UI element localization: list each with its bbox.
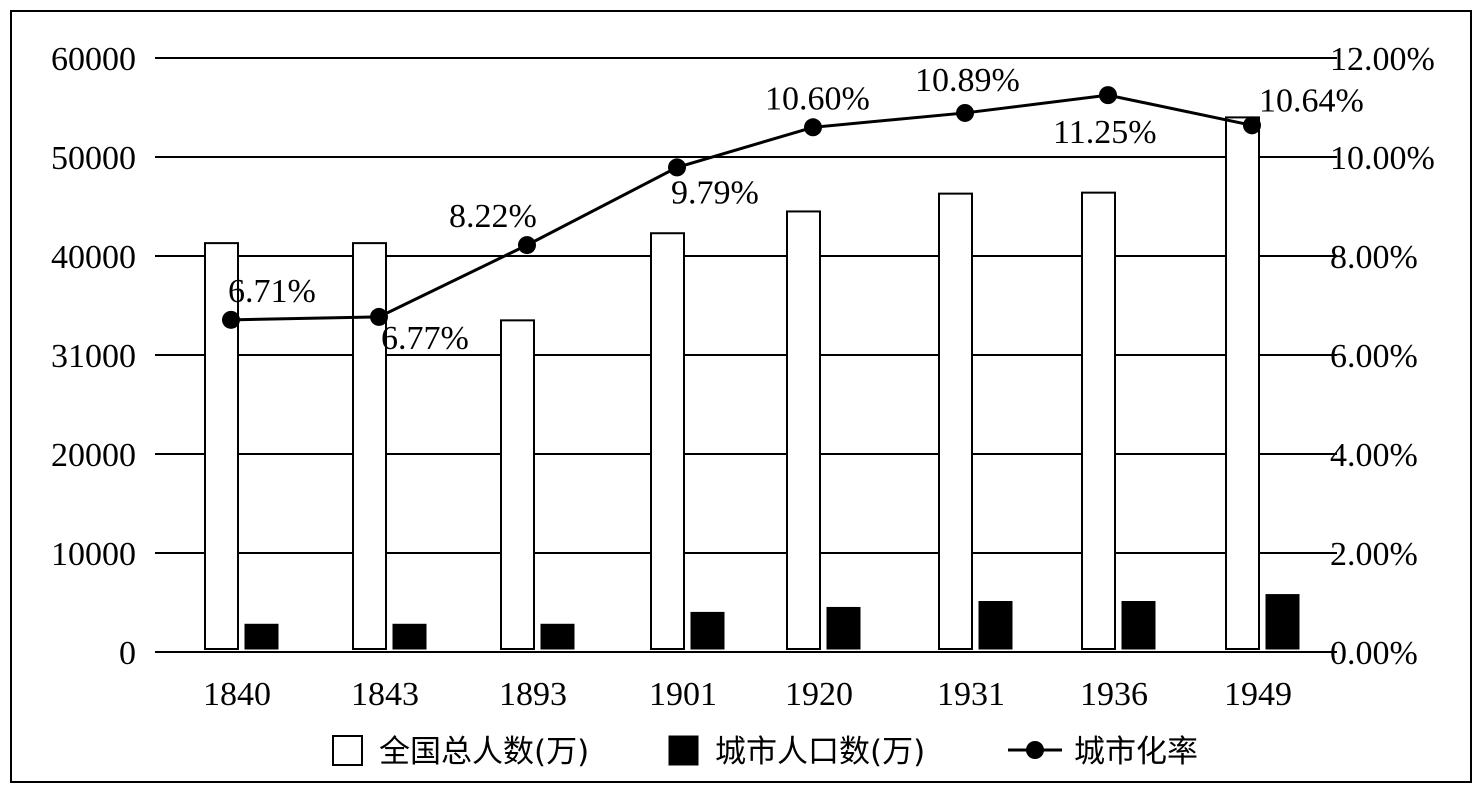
x-tick-label: 1843 <box>351 676 419 713</box>
rate-point-1949 <box>1243 116 1261 135</box>
legend-swatch-urbanization-marker <box>1026 741 1044 759</box>
y-left-tick-label: 10000 <box>51 536 136 573</box>
bar-urban-population-1893 <box>540 623 575 650</box>
bar-total-population-1931 <box>938 192 973 650</box>
bar-total-population-1949 <box>1225 116 1260 650</box>
bar-total-population-1936 <box>1081 191 1116 650</box>
rate-point-1840 <box>222 310 240 329</box>
bar-total-population-1901 <box>650 232 685 650</box>
bars <box>204 116 1300 650</box>
rate-data-label: 9.79% <box>671 174 759 211</box>
urbanization-line <box>222 86 1261 329</box>
y-left-tick-label: 31000 <box>51 338 136 375</box>
rate-data-label: 11.25% <box>1053 114 1157 151</box>
y-right-tick-label: 0.00% <box>1330 635 1418 672</box>
bar-total-population-1893 <box>500 319 535 650</box>
combo-chart: 0 0.00% 10000 2.00% 20000 4.00% 31000 6.00% 4000… <box>51 41 1435 770</box>
x-tick-label: 1840 <box>203 676 271 713</box>
bar-urban-population-1901 <box>690 611 725 650</box>
rate-data-label: 6.77% <box>381 320 469 357</box>
bar-total-population-1920 <box>786 210 821 650</box>
rate-point-1936 <box>1099 86 1117 105</box>
legend-swatch-urban-population <box>668 735 699 766</box>
bar-urban-population-1931 <box>978 601 1013 650</box>
y-right-tick-label: 4.00% <box>1330 437 1418 474</box>
legend-label-total-population: 全国总人数(万) <box>379 734 589 770</box>
rate-point-1893 <box>518 236 536 255</box>
urbanization-rate-polyline <box>230 93 1253 322</box>
legend-swatch-total-population <box>332 735 363 766</box>
rate-data-label: 8.22% <box>449 198 537 235</box>
y-right-tick-label: 12.00% <box>1330 41 1435 78</box>
rate-data-label: 10.64% <box>1259 82 1364 119</box>
bar-urban-population-1936 <box>1121 601 1156 650</box>
legend-label-urbanization-rate: 城市化率 <box>1074 734 1198 770</box>
legend: 全国总人数(万) 城市人口数(万) 城市化率 <box>332 734 1198 770</box>
y-left-tick-label: 40000 <box>51 239 136 276</box>
x-tick-label: 1936 <box>1080 676 1148 713</box>
rate-point-1901 <box>668 158 686 177</box>
y-right-tick-label: 8.00% <box>1330 239 1418 276</box>
x-tick-label: 1893 <box>499 676 567 713</box>
x-tick-label: 1931 <box>937 676 1005 713</box>
y-left-tick-label: 20000 <box>51 437 136 474</box>
bar-total-population-1843 <box>352 242 387 650</box>
bar-urban-population-1840 <box>244 623 279 650</box>
rate-point-1843 <box>370 307 388 326</box>
chart-frame: 0 0.00% 10000 2.00% 20000 4.00% 31000 6.00% 4000… <box>10 10 1472 783</box>
bar-urban-population-1920 <box>826 606 861 650</box>
x-tick-label: 1901 <box>649 676 717 713</box>
y-left-tick-label: 60000 <box>51 41 136 78</box>
bar-urban-population-1949 <box>1265 594 1300 650</box>
y-right-tick-label: 10.00% <box>1330 140 1435 177</box>
x-tick-label: 1920 <box>785 676 853 713</box>
axes: 0 0.00% 10000 2.00% 20000 4.00% 31000 6.00% 4000… <box>51 41 1435 713</box>
legend-label-urban-population: 城市人口数(万) <box>715 734 925 770</box>
y-right-tick-label: 6.00% <box>1330 338 1418 375</box>
bar-total-population-1840 <box>204 242 239 650</box>
rate-data-label: 10.89% <box>915 62 1020 99</box>
bar-urban-population-1843 <box>392 623 427 650</box>
y-left-tick-label: 0 <box>119 635 136 672</box>
y-left-tick-label: 50000 <box>51 140 136 177</box>
y-right-tick-label: 2.00% <box>1330 536 1418 573</box>
x-tick-label: 1949 <box>1224 676 1292 713</box>
rate-data-label: 6.71% <box>228 273 316 310</box>
data-labels: 6.71% 6.77% 8.22% 9.79% 10.60% 10.89% 11.25% 10… <box>228 62 1364 357</box>
rate-point-1920 <box>804 118 822 137</box>
gridlines <box>155 57 1323 554</box>
rate-data-label: 10.60% <box>765 80 870 117</box>
rate-point-1931 <box>956 103 974 122</box>
